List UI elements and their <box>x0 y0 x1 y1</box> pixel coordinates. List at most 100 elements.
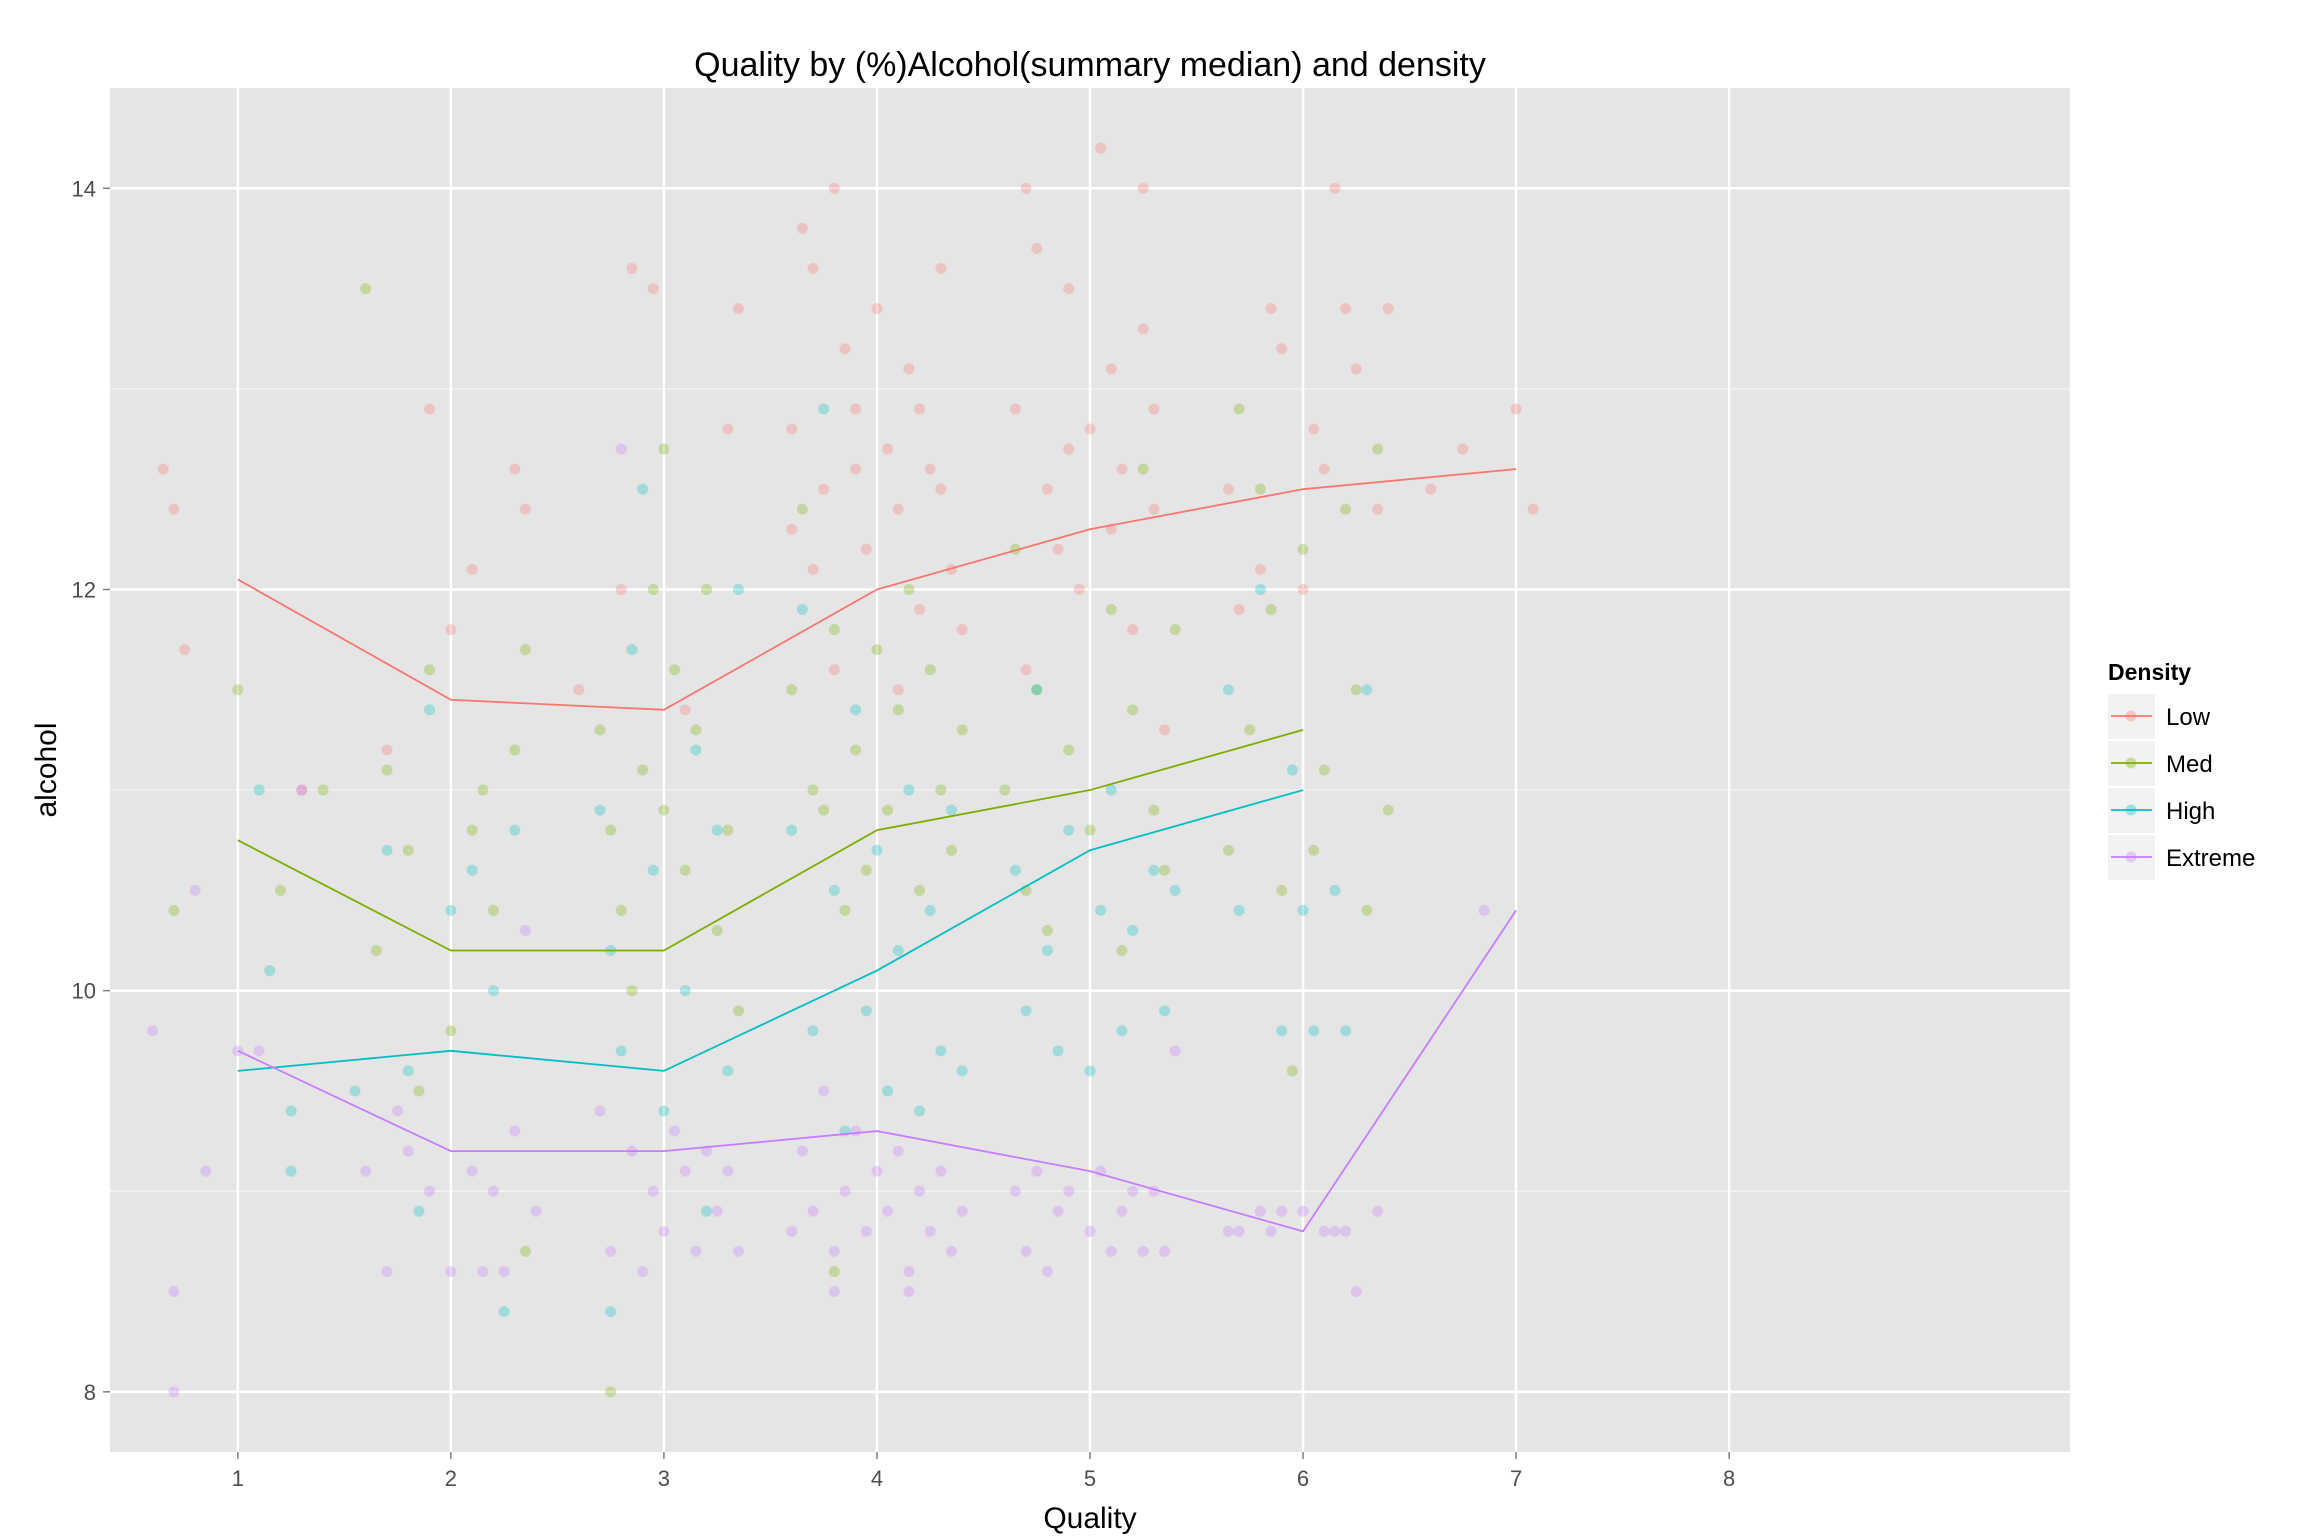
data-point-low <box>828 664 840 676</box>
data-point-high <box>796 604 808 616</box>
data-point-med <box>317 784 329 796</box>
data-point-low <box>1063 283 1075 295</box>
data-point-extreme <box>1350 1286 1362 1298</box>
data-point-low <box>914 604 926 616</box>
data-point-extreme <box>637 1265 649 1277</box>
chart-title: Quality by (%)Alcohol(summary median) an… <box>694 46 1486 84</box>
data-point-low <box>807 263 819 275</box>
data-point-extreme <box>1063 1185 1075 1197</box>
grid-major <box>110 88 2070 1452</box>
data-point-extreme <box>487 1185 499 1197</box>
data-point-high <box>1222 684 1234 696</box>
data-point-high <box>1297 904 1309 916</box>
data-point-extreme <box>424 1185 436 1197</box>
data-point-low <box>1372 503 1384 515</box>
data-point-extreme <box>850 1125 862 1137</box>
data-point-high <box>1020 1005 1032 1017</box>
data-point-low <box>1041 483 1053 495</box>
data-point-med <box>1244 724 1256 736</box>
data-point-extreme <box>445 1265 457 1277</box>
data-point-extreme <box>903 1286 915 1298</box>
data-point-high <box>1105 784 1117 796</box>
data-point-low <box>466 563 478 575</box>
data-point-extreme <box>1159 1245 1171 1257</box>
data-point-extreme <box>1478 904 1490 916</box>
data-point-low <box>519 503 531 515</box>
data-point-extreme <box>860 1225 872 1237</box>
data-point-extreme <box>360 1165 372 1177</box>
data-point-extreme <box>1137 1245 1149 1257</box>
y-axis-title: alcohol <box>30 722 63 817</box>
data-point-low <box>509 463 521 475</box>
data-point-med <box>679 864 691 876</box>
legend: Density Low Med High Extreme <box>2108 659 2255 880</box>
data-point-low <box>1382 303 1394 315</box>
data-point-extreme <box>903 1265 915 1277</box>
data-point-low <box>1222 483 1234 495</box>
legend-label-high: High <box>2166 798 2215 825</box>
data-point-high <box>637 483 649 495</box>
x-tick-label: 6 <box>1297 1466 1309 1491</box>
data-point-extreme <box>605 1245 617 1257</box>
data-point-low <box>1425 483 1437 495</box>
data-point-low <box>1297 583 1309 595</box>
data-point-med <box>903 583 915 595</box>
data-point-low <box>1031 242 1043 254</box>
data-point-extreme <box>594 1105 606 1117</box>
data-point-med <box>1009 543 1021 555</box>
data-point-high <box>786 824 798 836</box>
data-point-extreme <box>818 1085 830 1097</box>
data-point-med <box>360 283 372 295</box>
data-point-low <box>1510 403 1522 415</box>
data-point-med <box>1308 844 1320 856</box>
data-point-extreme <box>530 1205 542 1217</box>
data-point-med <box>1105 604 1117 616</box>
data-point-low <box>1340 303 1352 315</box>
data-point-med <box>168 904 180 916</box>
data-point-low <box>1254 563 1266 575</box>
data-point-high <box>285 1165 297 1177</box>
data-point-low <box>892 503 904 515</box>
y-tick-label: 14 <box>72 176 96 201</box>
data-point-low <box>786 523 798 535</box>
data-point-low <box>956 624 968 636</box>
data-point-med <box>796 503 808 515</box>
data-point-low <box>179 644 191 656</box>
data-point-high <box>253 784 265 796</box>
data-point-extreme <box>168 1286 180 1298</box>
data-point-low <box>1350 363 1362 375</box>
data-point-low <box>892 684 904 696</box>
data-point-high <box>1148 864 1160 876</box>
data-point-low <box>1063 443 1075 455</box>
data-point-low <box>1105 363 1117 375</box>
data-point-med <box>818 804 830 816</box>
data-point-low <box>732 303 744 315</box>
data-point-med <box>487 904 499 916</box>
x-tick-label: 3 <box>658 1466 670 1491</box>
data-point-high <box>445 904 457 916</box>
data-point-med <box>807 784 819 796</box>
median-line-high <box>237 789 1304 1072</box>
data-point-low <box>1116 463 1128 475</box>
data-point-med <box>860 864 872 876</box>
data-point-high <box>1276 1025 1288 1037</box>
data-point-high <box>924 904 936 916</box>
points-layer <box>147 142 1539 1398</box>
data-point-high <box>1361 684 1373 696</box>
data-point-high <box>381 844 393 856</box>
data-point-low <box>615 583 627 595</box>
data-point-low <box>1137 182 1149 194</box>
data-point-low <box>679 704 691 716</box>
data-point-med <box>828 624 840 636</box>
data-point-high <box>605 1306 617 1318</box>
data-point-med <box>232 684 244 696</box>
data-point-low <box>157 463 169 475</box>
data-point-med <box>424 664 436 676</box>
data-point-high <box>1329 884 1341 896</box>
data-point-low <box>626 263 638 275</box>
data-point-extreme <box>669 1125 681 1137</box>
data-point-low <box>850 463 862 475</box>
data-point-med <box>594 724 606 736</box>
data-point-low <box>424 403 436 415</box>
data-point-med <box>1350 684 1362 696</box>
